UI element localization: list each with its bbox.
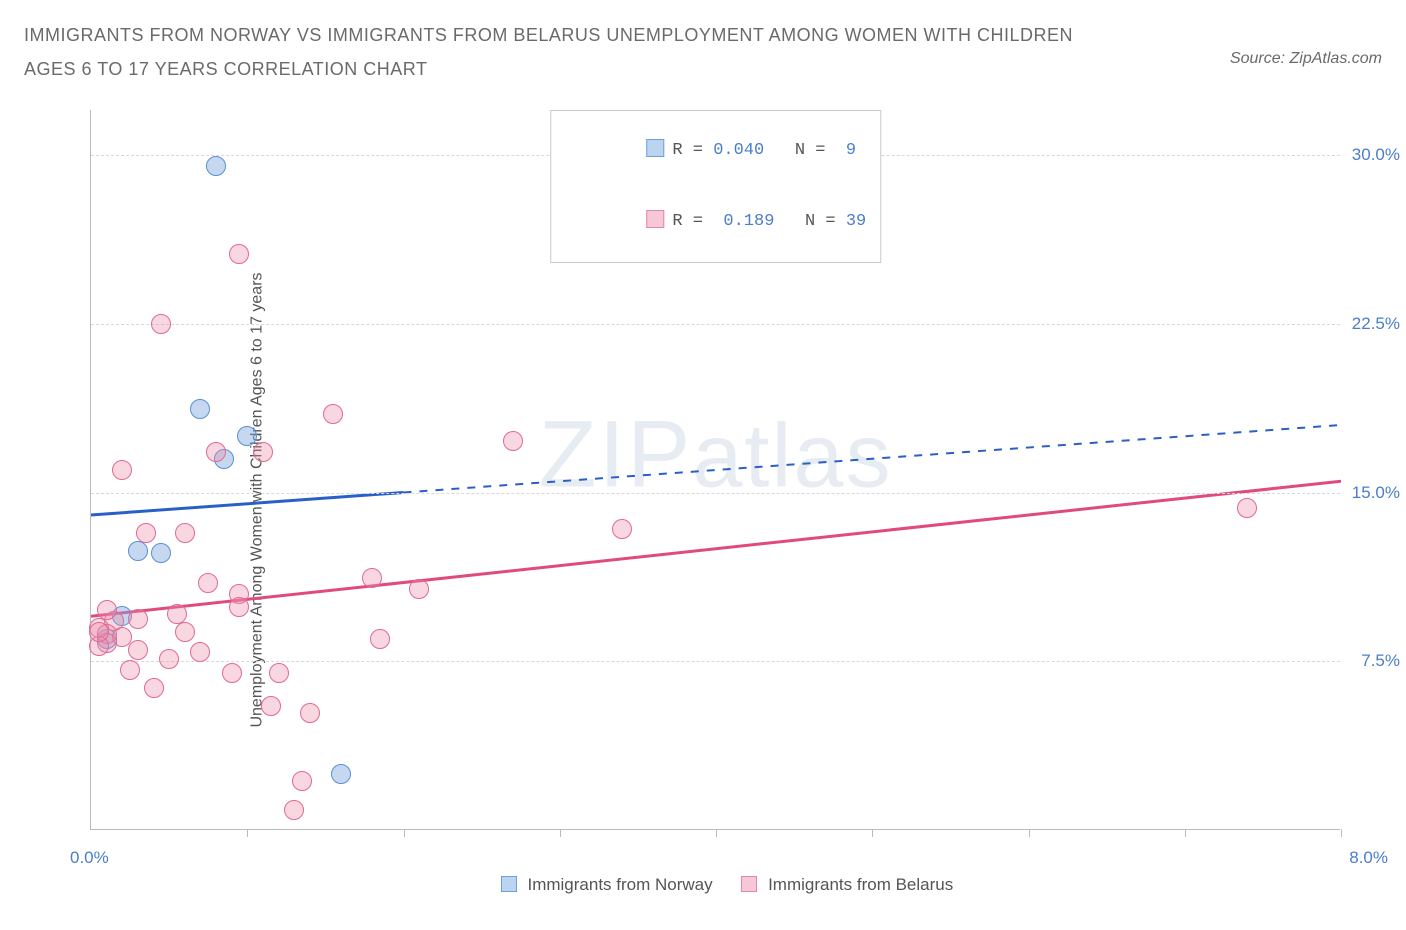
legend-label-norway: Immigrants from Norway: [527, 875, 712, 894]
data-point-belarus: [222, 663, 242, 683]
x-tick: [247, 829, 248, 837]
data-point-belarus: [151, 314, 171, 334]
data-point-belarus: [175, 622, 195, 642]
x-tick: [404, 829, 405, 837]
data-point-belarus: [198, 573, 218, 593]
data-point-belarus: [409, 579, 429, 599]
data-point-belarus: [112, 460, 132, 480]
data-point-belarus: [128, 609, 148, 629]
data-point-norway: [331, 764, 351, 784]
data-point-belarus: [120, 660, 140, 680]
data-point-belarus: [1237, 498, 1257, 518]
data-point-belarus: [503, 431, 523, 451]
data-point-norway: [190, 399, 210, 419]
x-tick: [1029, 829, 1030, 837]
data-point-norway: [151, 543, 171, 563]
data-point-belarus: [144, 678, 164, 698]
stats-legend: R = 0.040 N = 9 R = 0.189 N = 39: [550, 110, 881, 263]
data-point-norway: [128, 541, 148, 561]
data-point-belarus: [128, 640, 148, 660]
data-point-belarus: [159, 649, 179, 669]
x-tick: [560, 829, 561, 837]
data-point-belarus: [97, 600, 117, 620]
x-tick: [872, 829, 873, 837]
data-point-belarus: [175, 523, 195, 543]
data-point-belarus: [206, 442, 226, 462]
data-point-belarus: [167, 604, 187, 624]
y-tick-label: 22.5%: [1352, 314, 1400, 334]
swatch-belarus-icon: [741, 876, 757, 892]
stats-legend-row-belarus: R = 0.189 N = 39: [565, 186, 866, 257]
y-tick-label: 15.0%: [1352, 483, 1400, 503]
swatch-norway-icon: [501, 876, 517, 892]
swatch-belarus-icon: [646, 210, 664, 228]
gridline: [91, 493, 1340, 494]
data-point-belarus: [370, 629, 390, 649]
data-point-norway: [237, 426, 257, 446]
data-point-norway: [206, 156, 226, 176]
x-axis-max-label: 8.0%: [1349, 848, 1388, 868]
x-tick: [716, 829, 717, 837]
x-axis-min-label: 0.0%: [70, 848, 109, 868]
y-tick-label: 7.5%: [1361, 651, 1400, 671]
data-point-belarus: [323, 404, 343, 424]
data-point-belarus: [292, 771, 312, 791]
data-point-belarus: [612, 519, 632, 539]
data-point-belarus: [89, 622, 109, 642]
data-point-belarus: [261, 696, 281, 716]
swatch-norway-icon: [646, 139, 664, 157]
series-legend: Immigrants from Norway Immigrants from B…: [90, 875, 1340, 895]
source-credit: Source: ZipAtlas.com: [1230, 50, 1382, 68]
x-tick: [1185, 829, 1186, 837]
page-title: IMMIGRANTS FROM NORWAY VS IMMIGRANTS FRO…: [24, 18, 1124, 86]
data-point-belarus: [300, 703, 320, 723]
data-point-belarus: [229, 244, 249, 264]
stats-legend-row-norway: R = 0.040 N = 9: [565, 115, 866, 186]
x-tick: [1341, 829, 1342, 837]
plot-area: R = 0.040 N = 9 R = 0.189 N = 39 ZIPatla…: [90, 110, 1340, 830]
data-point-belarus: [269, 663, 289, 683]
correlation-chart: Unemployment Among Women with Children A…: [40, 100, 1380, 900]
legend-label-belarus: Immigrants from Belarus: [768, 875, 953, 894]
data-point-belarus: [284, 800, 304, 820]
data-point-belarus: [229, 597, 249, 617]
data-point-belarus: [362, 568, 382, 588]
data-point-belarus: [136, 523, 156, 543]
y-tick-label: 30.0%: [1352, 145, 1400, 165]
gridline: [91, 324, 1340, 325]
data-point-belarus: [253, 442, 273, 462]
data-point-belarus: [190, 642, 210, 662]
